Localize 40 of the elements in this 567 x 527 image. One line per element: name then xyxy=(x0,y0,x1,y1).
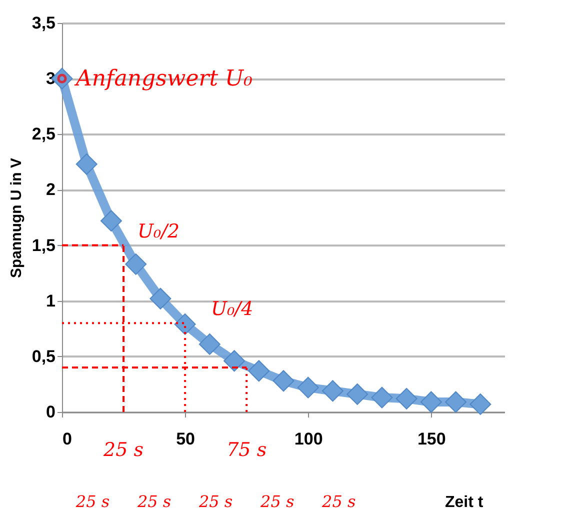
y-axis-title: Spannugn U in V xyxy=(8,158,25,278)
text: 25 s xyxy=(74,492,110,511)
point xyxy=(346,383,368,405)
point xyxy=(371,386,393,408)
x-tick-label: 0 xyxy=(62,430,72,448)
y-tick-label: 1,5 xyxy=(32,236,56,255)
text: 25 s xyxy=(321,492,356,511)
ref-line-label: 25 s xyxy=(102,439,144,461)
annotation: Anfangswert U₀ xyxy=(74,66,253,92)
text: 25 s xyxy=(198,492,233,511)
y-tick-label: 0 xyxy=(46,402,56,422)
point xyxy=(100,210,122,232)
ref-line-label: U₀/4 xyxy=(211,298,254,320)
text: 25 s xyxy=(136,492,172,511)
point xyxy=(76,153,98,175)
x-tick-label: 50 xyxy=(176,430,196,448)
point xyxy=(396,388,418,410)
point xyxy=(272,370,294,392)
y-tick-label: 2,5 xyxy=(32,124,56,144)
text: 25 s xyxy=(260,492,294,511)
point xyxy=(224,350,246,372)
x-axis-title: Zeit t xyxy=(445,494,484,511)
point xyxy=(150,288,172,310)
x-tick-label: 150 xyxy=(417,430,446,448)
point xyxy=(445,391,467,413)
point xyxy=(420,391,442,413)
y-tick-label: 2 xyxy=(46,180,56,200)
y-tick-label: 0,5 xyxy=(32,346,56,366)
point xyxy=(470,393,492,415)
y-tick-label: 1 xyxy=(46,291,56,310)
point xyxy=(248,360,270,382)
y-tick-label: 3,5 xyxy=(32,14,56,32)
point xyxy=(125,253,147,275)
ref-line-label: U₀/2 xyxy=(138,220,180,242)
point xyxy=(198,333,220,355)
x-tick-label: 100 xyxy=(294,430,323,448)
ref-line-label: 75 s xyxy=(226,439,267,461)
point xyxy=(174,313,196,335)
point xyxy=(297,376,319,398)
point xyxy=(322,380,344,402)
